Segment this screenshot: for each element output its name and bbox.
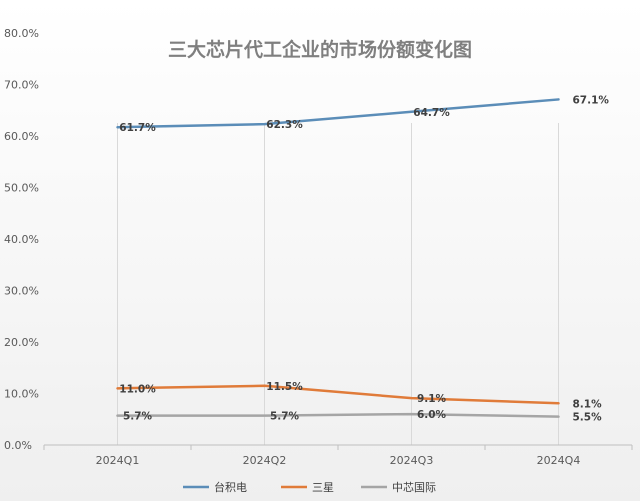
data-label: 62.3%	[266, 119, 303, 131]
x-tick-label: 2024Q4	[537, 454, 581, 467]
series-line-2	[116, 384, 560, 405]
series-line-1	[116, 98, 560, 129]
y-tick-label: 10.0%	[4, 388, 39, 401]
series-line-3	[116, 412, 560, 418]
x-tick-label: 2024Q3	[390, 454, 434, 467]
data-label: 11.0%	[119, 383, 156, 395]
y-tick-label: 30.0%	[4, 285, 39, 298]
legend-label: 台积电	[214, 480, 247, 494]
y-tick-label: 70.0%	[4, 79, 39, 92]
y-tick-label: 50.0%	[4, 182, 39, 195]
x-tick-label: 2024Q2	[243, 454, 287, 467]
data-label: 64.7%	[413, 107, 450, 119]
data-label: 9.1%	[417, 393, 447, 405]
y-tick-label: 0.0%	[4, 439, 32, 452]
data-label: 67.1%	[573, 94, 610, 106]
legend: 台积电 三星 中芯国际	[183, 480, 436, 494]
gridlines	[117, 123, 559, 445]
y-tick-label: 60.0%	[4, 130, 39, 143]
axes: 2024Q1 2024Q2 2024Q3 2024Q4 0.0% 10.0% 20.0% 30…	[4, 27, 633, 467]
x-tick-label: 2024Q1	[96, 454, 140, 467]
y-tick-label: 80.0%	[4, 27, 39, 40]
data-labels: 61.7% 62.3% 64.7% 67.1% 11.0% 11.5% 9.1% 8.1% 5.…	[119, 94, 609, 423]
series-lines	[116, 98, 560, 418]
data-label: 5.5%	[573, 412, 603, 424]
data-label: 5.7%	[270, 411, 300, 423]
legend-label: 三星	[312, 481, 334, 494]
legend-label: 中芯国际	[392, 480, 436, 494]
chart-title: 三大芯片代工企业的市场份额变化图	[168, 38, 472, 61]
y-tick-label: 20.0%	[4, 336, 39, 349]
data-label: 11.5%	[266, 381, 303, 393]
data-label: 61.7%	[119, 122, 156, 134]
data-label: 8.1%	[573, 398, 603, 410]
data-label: 6.0%	[417, 409, 447, 421]
data-label: 5.7%	[123, 411, 153, 423]
y-tick-label: 40.0%	[4, 233, 39, 246]
